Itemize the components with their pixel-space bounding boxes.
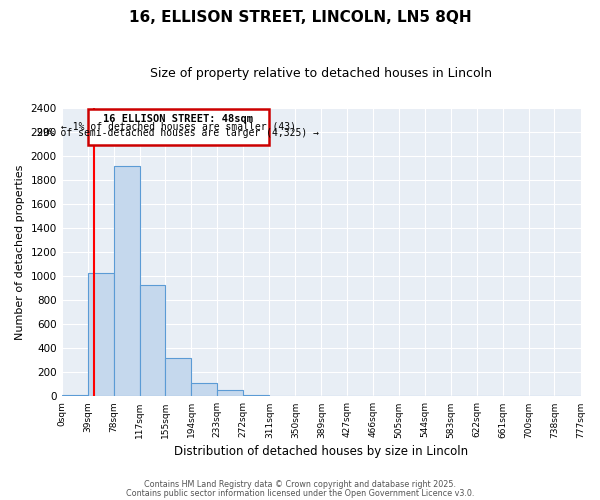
Text: 99% of semi-detached houses are larger (4,325) →: 99% of semi-detached houses are larger (…	[37, 128, 319, 138]
X-axis label: Distribution of detached houses by size in Lincoln: Distribution of detached houses by size …	[174, 444, 468, 458]
Bar	[88, 272, 114, 396]
Bar	[217, 390, 243, 396]
Text: 16 ELLISON STREET: 48sqm: 16 ELLISON STREET: 48sqm	[103, 114, 253, 124]
Bar	[165, 358, 191, 397]
Bar	[88, 110, 269, 144]
Text: 16, ELLISON STREET, LINCOLN, LN5 8QH: 16, ELLISON STREET, LINCOLN, LN5 8QH	[128, 10, 472, 25]
Title: Size of property relative to detached houses in Lincoln: Size of property relative to detached ho…	[150, 68, 492, 80]
Text: Contains public sector information licensed under the Open Government Licence v3: Contains public sector information licen…	[126, 488, 474, 498]
Text: ← 1% of detached houses are smaller (43): ← 1% of detached houses are smaller (43)	[61, 122, 296, 132]
Y-axis label: Number of detached properties: Number of detached properties	[15, 164, 25, 340]
Bar	[243, 394, 269, 396]
Text: Contains HM Land Registry data © Crown copyright and database right 2025.: Contains HM Land Registry data © Crown c…	[144, 480, 456, 489]
Bar	[140, 284, 165, 397]
Bar	[62, 394, 88, 396]
Bar	[191, 383, 217, 396]
Bar	[114, 166, 140, 396]
